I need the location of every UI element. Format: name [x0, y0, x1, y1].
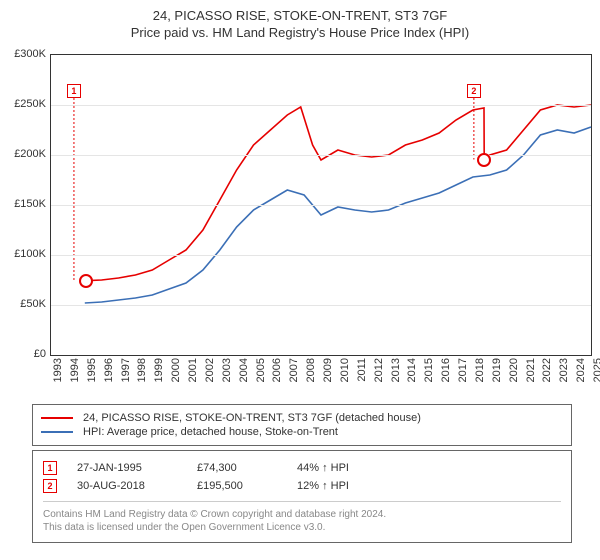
gridline [51, 155, 591, 156]
y-tick-label: £50K [6, 298, 46, 310]
sales-table: 1 27-JAN-1995 £74,300 44% ↑ HPI 2 30-AUG… [32, 450, 572, 543]
x-tick-label: 2021 [525, 358, 537, 388]
sale-date: 27-JAN-1995 [77, 462, 177, 474]
gridline [51, 205, 591, 206]
x-tick-label: 2015 [423, 358, 435, 388]
x-tick-label: 2022 [541, 358, 553, 388]
x-tick-label: 2000 [170, 358, 182, 388]
x-tick-label: 1994 [69, 358, 81, 388]
legend-item: HPI: Average price, detached house, Stok… [41, 425, 563, 439]
x-tick-label: 2008 [305, 358, 317, 388]
x-tick-label: 1993 [52, 358, 64, 388]
x-tick-label: 2006 [271, 358, 283, 388]
legend-label: HPI: Average price, detached house, Stok… [83, 426, 338, 438]
gridline [51, 305, 591, 306]
x-tick-label: 1995 [86, 358, 98, 388]
chart-subtitle: Price paid vs. HM Land Registry's House … [0, 23, 600, 40]
x-tick-label: 2007 [288, 358, 300, 388]
chart-title: 24, PICASSO RISE, STOKE-ON-TRENT, ST3 7G… [0, 0, 600, 23]
x-tick-label: 2005 [255, 358, 267, 388]
y-tick-label: £300K [6, 48, 46, 60]
x-tick-label: 2001 [187, 358, 199, 388]
x-tick-label: 2012 [373, 358, 385, 388]
x-tick-label: 1996 [103, 358, 115, 388]
y-tick-label: £0 [6, 348, 46, 360]
legend-swatch [41, 431, 73, 433]
chart-container: { "title": { "main": "24, PICASSO RISE, … [0, 0, 600, 560]
x-tick-label: 2009 [322, 358, 334, 388]
x-tick-label: 2010 [339, 358, 351, 388]
sale-row: 2 30-AUG-2018 £195,500 12% ↑ HPI [43, 477, 561, 495]
x-tick-label: 2019 [491, 358, 503, 388]
x-tick-label: 2017 [457, 358, 469, 388]
sale-diff: 44% ↑ HPI [297, 462, 397, 474]
plot-area: 12 [50, 54, 592, 356]
y-tick-label: £250K [6, 98, 46, 110]
y-tick-label: £100K [6, 248, 46, 260]
x-tick-label: 2018 [474, 358, 486, 388]
y-tick-label: £150K [6, 198, 46, 210]
x-tick-label: 2023 [558, 358, 570, 388]
series-line [85, 127, 591, 303]
x-tick-label: 2004 [238, 358, 250, 388]
sale-marker-icon: 1 [43, 461, 57, 475]
attribution-line: Contains HM Land Registry data © Crown c… [43, 508, 561, 521]
sale-marker-box: 1 [67, 84, 81, 98]
x-tick-label: 1997 [120, 358, 132, 388]
x-tick-label: 2025 [592, 358, 600, 388]
legend-item: 24, PICASSO RISE, STOKE-ON-TRENT, ST3 7G… [41, 411, 563, 425]
sale-marker-icon: 2 [43, 479, 57, 493]
x-tick-label: 2013 [390, 358, 402, 388]
y-tick-label: £200K [6, 148, 46, 160]
attribution-line: This data is licensed under the Open Gov… [43, 521, 561, 534]
x-tick-label: 2014 [406, 358, 418, 388]
legend: 24, PICASSO RISE, STOKE-ON-TRENT, ST3 7G… [32, 404, 572, 446]
x-tick-label: 2020 [508, 358, 520, 388]
gridline [51, 255, 591, 256]
gridline [51, 105, 591, 106]
divider [43, 501, 561, 502]
sale-point-icon [79, 274, 93, 288]
legend-swatch [41, 417, 73, 419]
sale-point-icon [477, 153, 491, 167]
sale-marker-box: 2 [467, 84, 481, 98]
x-tick-label: 2016 [440, 358, 452, 388]
sale-date: 30-AUG-2018 [77, 480, 177, 492]
legend-label: 24, PICASSO RISE, STOKE-ON-TRENT, ST3 7G… [83, 412, 421, 424]
x-tick-label: 1999 [153, 358, 165, 388]
x-tick-label: 1998 [136, 358, 148, 388]
sale-price: £195,500 [197, 480, 277, 492]
x-tick-label: 2011 [356, 358, 368, 388]
x-tick-label: 2002 [204, 358, 216, 388]
sale-diff: 12% ↑ HPI [297, 480, 397, 492]
sale-row: 1 27-JAN-1995 £74,300 44% ↑ HPI [43, 459, 561, 477]
x-tick-label: 2024 [575, 358, 587, 388]
x-tick-label: 2003 [221, 358, 233, 388]
sale-price: £74,300 [197, 462, 277, 474]
